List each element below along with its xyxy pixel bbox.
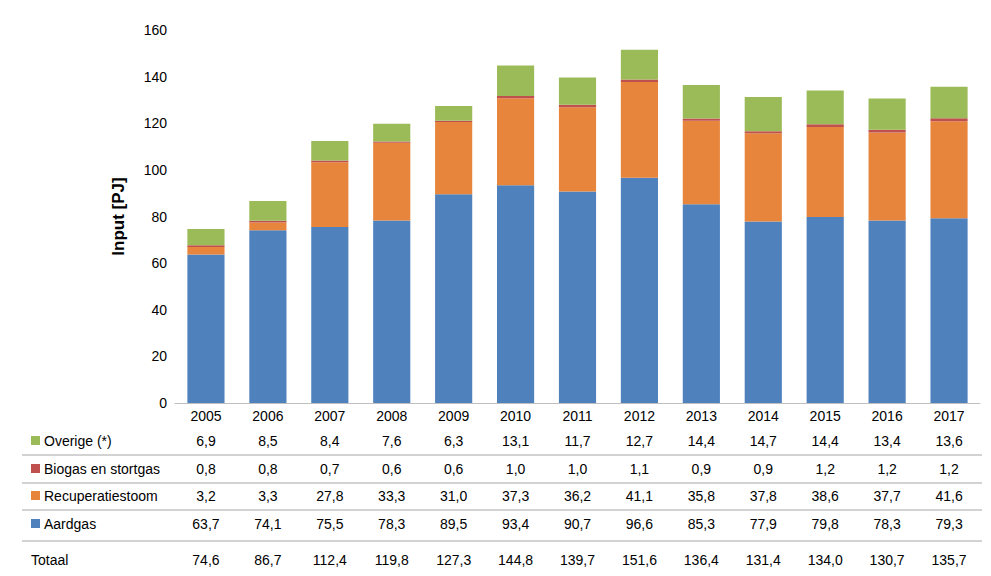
svg-text:78,3: 78,3 xyxy=(873,516,900,532)
svg-text:78,3: 78,3 xyxy=(378,516,405,532)
svg-text:2005: 2005 xyxy=(190,408,221,424)
svg-text:93,4: 93,4 xyxy=(502,516,529,532)
svg-text:127,3: 127,3 xyxy=(436,552,471,568)
svg-text:74,6: 74,6 xyxy=(192,552,219,568)
svg-text:0,8: 0,8 xyxy=(258,461,278,477)
svg-text:120: 120 xyxy=(144,115,168,131)
svg-text:Totaal: Totaal xyxy=(31,552,68,568)
svg-text:2010: 2010 xyxy=(500,408,531,424)
svg-text:0,9: 0,9 xyxy=(754,461,774,477)
svg-text:40: 40 xyxy=(151,302,167,318)
svg-text:Aardgas: Aardgas xyxy=(44,516,96,532)
svg-text:79,8: 79,8 xyxy=(812,516,839,532)
svg-text:0,6: 0,6 xyxy=(382,461,402,477)
svg-text:2014: 2014 xyxy=(748,408,779,424)
svg-text:20: 20 xyxy=(151,348,167,364)
svg-text:144,8: 144,8 xyxy=(498,552,533,568)
svg-text:14,4: 14,4 xyxy=(812,433,839,449)
svg-text:27,8: 27,8 xyxy=(316,488,343,504)
svg-text:160: 160 xyxy=(144,22,168,38)
svg-text:2016: 2016 xyxy=(872,408,903,424)
svg-text:1,0: 1,0 xyxy=(506,461,526,477)
svg-text:1,2: 1,2 xyxy=(815,461,835,477)
svg-text:1,2: 1,2 xyxy=(939,461,959,477)
svg-text:0,6: 0,6 xyxy=(444,461,464,477)
svg-text:13,1: 13,1 xyxy=(502,433,529,449)
svg-text:119,8: 119,8 xyxy=(375,552,409,568)
svg-text:136,4: 136,4 xyxy=(684,552,719,568)
svg-text:79,3: 79,3 xyxy=(935,516,962,532)
svg-text:100: 100 xyxy=(144,162,168,178)
svg-text:Input [PJ]: Input [PJ] xyxy=(109,177,128,255)
svg-text:8,5: 8,5 xyxy=(258,433,278,449)
svg-text:8,4: 8,4 xyxy=(320,433,340,449)
svg-text:75,5: 75,5 xyxy=(316,516,343,532)
svg-text:89,5: 89,5 xyxy=(440,516,467,532)
svg-text:2008: 2008 xyxy=(376,408,407,424)
svg-text:33,3: 33,3 xyxy=(378,488,405,504)
svg-text:2007: 2007 xyxy=(314,408,345,424)
svg-text:85,3: 85,3 xyxy=(688,516,715,532)
svg-text:13,6: 13,6 xyxy=(935,433,962,449)
svg-text:2017: 2017 xyxy=(933,408,964,424)
svg-text:37,7: 37,7 xyxy=(873,488,900,504)
svg-text:41,1: 41,1 xyxy=(626,488,653,504)
svg-text:1,0: 1,0 xyxy=(568,461,588,477)
svg-text:11,7: 11,7 xyxy=(564,433,590,449)
svg-text:2015: 2015 xyxy=(810,408,841,424)
svg-text:41,6: 41,6 xyxy=(935,488,962,504)
svg-text:130,7: 130,7 xyxy=(870,552,905,568)
svg-text:6,3: 6,3 xyxy=(444,433,464,449)
svg-text:0: 0 xyxy=(159,395,167,411)
svg-text:139,7: 139,7 xyxy=(560,552,595,568)
svg-text:2013: 2013 xyxy=(686,408,717,424)
svg-text:63,7: 63,7 xyxy=(192,516,219,532)
svg-text:1,1: 1,1 xyxy=(630,461,650,477)
svg-text:3,2: 3,2 xyxy=(196,488,216,504)
svg-text:7,6: 7,6 xyxy=(382,433,402,449)
svg-text:37,3: 37,3 xyxy=(502,488,529,504)
svg-text:135,7: 135,7 xyxy=(932,552,967,568)
svg-text:140: 140 xyxy=(144,69,168,85)
svg-text:151,6: 151,6 xyxy=(622,552,657,568)
svg-text:60: 60 xyxy=(151,255,167,271)
svg-text:2011: 2011 xyxy=(562,408,592,424)
svg-text:13,4: 13,4 xyxy=(873,433,900,449)
svg-text:2012: 2012 xyxy=(624,408,655,424)
svg-text:14,4: 14,4 xyxy=(688,433,715,449)
svg-text:36,2: 36,2 xyxy=(564,488,591,504)
svg-text:86,7: 86,7 xyxy=(254,552,281,568)
svg-text:38,6: 38,6 xyxy=(812,488,839,504)
svg-text:37,8: 37,8 xyxy=(750,488,777,504)
svg-text:2009: 2009 xyxy=(438,408,469,424)
svg-text:Biogas en stortgas: Biogas en stortgas xyxy=(44,461,160,477)
svg-text:74,1: 74,1 xyxy=(254,516,281,532)
svg-text:1,2: 1,2 xyxy=(877,461,897,477)
svg-text:96,6: 96,6 xyxy=(626,516,653,532)
svg-text:112,4: 112,4 xyxy=(313,552,347,568)
svg-text:Recuperatiestoom: Recuperatiestoom xyxy=(44,488,158,504)
svg-text:2006: 2006 xyxy=(252,408,283,424)
svg-text:0,9: 0,9 xyxy=(692,461,712,477)
svg-text:77,9: 77,9 xyxy=(750,516,777,532)
svg-text:90,7: 90,7 xyxy=(564,516,591,532)
svg-text:12,7: 12,7 xyxy=(626,433,653,449)
svg-text:0,8: 0,8 xyxy=(196,461,216,477)
svg-text:14,7: 14,7 xyxy=(750,433,777,449)
svg-text:3,3: 3,3 xyxy=(258,488,278,504)
svg-text:35,8: 35,8 xyxy=(688,488,715,504)
svg-text:Overige (*): Overige (*) xyxy=(44,433,112,449)
svg-text:6,9: 6,9 xyxy=(196,433,216,449)
svg-text:0,7: 0,7 xyxy=(320,461,340,477)
svg-text:80: 80 xyxy=(151,209,167,225)
svg-text:134,0: 134,0 xyxy=(808,552,843,568)
svg-text:131,4: 131,4 xyxy=(746,552,781,568)
svg-text:31,0: 31,0 xyxy=(440,488,467,504)
